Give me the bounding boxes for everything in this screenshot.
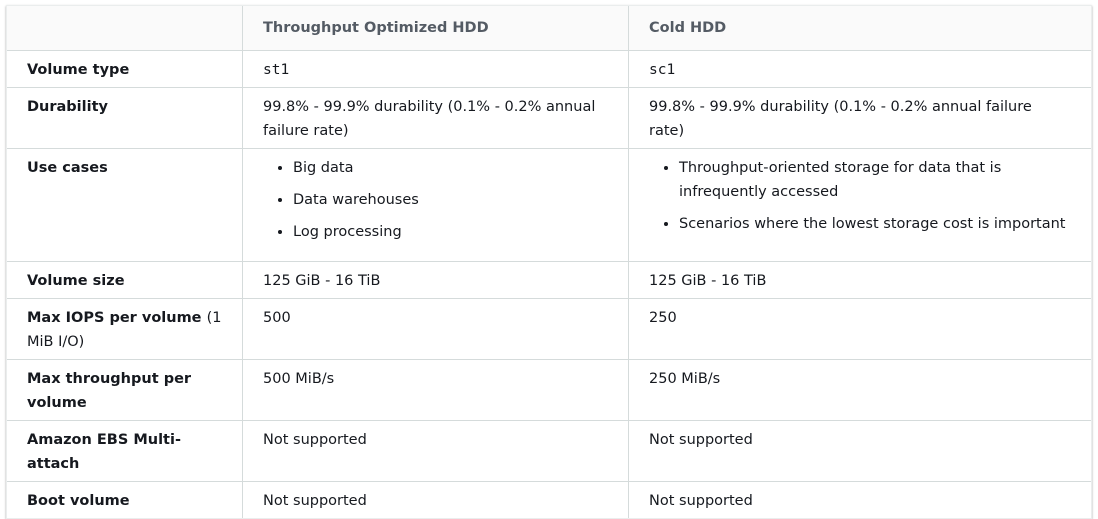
row-label: Max IOPS per volume (1 MiB I/O) (7, 298, 243, 360)
cell: st1 (242, 50, 629, 88)
row-label: Boot volume (7, 481, 243, 518)
list-item: Big data (293, 156, 608, 180)
cell: Not supported (242, 481, 629, 518)
table-container: Throughput Optimized HDD Cold HDD Volume … (6, 5, 1092, 519)
cell: 99.8% - 99.9% durability (0.1% - 0.2% an… (242, 87, 629, 149)
cell: 250 MiB/s (628, 359, 1091, 421)
cell: 125 GiB - 16 TiB (628, 261, 1091, 299)
table-row: Volume size 125 GiB - 16 TiB 125 GiB - 16 … (7, 261, 1091, 299)
row-label: Volume type (7, 50, 243, 88)
label-text: Max IOPS per volume (27, 310, 202, 326)
table-row: Max throughput per volume 500 MiB/s 250 Mi… (7, 359, 1091, 421)
cell: 500 MiB/s (242, 359, 629, 421)
label-text: Durability (27, 99, 108, 115)
cell: 250 (628, 298, 1091, 360)
table-row: Volume type st1 sc1 (7, 50, 1091, 88)
label-text: Volume size (27, 273, 125, 289)
header-row: Throughput Optimized HDD Cold HDD (7, 6, 1091, 51)
cell: 500 (242, 298, 629, 360)
cell: 125 GiB - 16 TiB (242, 261, 629, 299)
row-label: Volume size (7, 261, 243, 299)
cell: Not supported (242, 420, 629, 482)
table-row: Use cases Big data Data warehouses Log proc… (7, 148, 1091, 262)
cell: sc1 (628, 50, 1091, 88)
list-item: Scenarios where the lowest storage cost … (679, 212, 1071, 236)
bullet-list: Throughput-oriented storage for data tha… (649, 156, 1071, 236)
label-text: Boot volume (27, 493, 130, 509)
label-text: Amazon EBS Multi-attach (27, 432, 181, 472)
header-cell: Throughput Optimized HDD (242, 6, 629, 51)
cell: Not supported (628, 420, 1091, 482)
bullet-list: Big data Data warehouses Log processing (263, 156, 608, 244)
table-row: Boot volume Not supported Not supported (7, 481, 1091, 518)
table-row: Durability 99.8% - 99.9% durability (0.1%… (7, 87, 1091, 149)
table-row: Amazon EBS Multi-attach Not supported Not … (7, 420, 1091, 482)
row-label: Use cases (7, 148, 243, 262)
list-item: Log processing (293, 220, 608, 244)
list-item: Throughput-oriented storage for data tha… (679, 156, 1071, 204)
header-cell: Cold HDD (628, 6, 1091, 51)
row-label: Durability (7, 87, 243, 149)
cell: Big data Data warehouses Log processing (242, 148, 629, 262)
label-text: Max throughput per volume (27, 371, 192, 411)
cell: Throughput-oriented storage for data tha… (628, 148, 1091, 262)
cell: 99.8% - 99.9% durability (0.1% - 0.2% an… (628, 87, 1091, 149)
label-note: (1 MiB I/O) (27, 310, 222, 350)
label-text: Use cases (27, 160, 108, 176)
table-row: Max IOPS per volume (1 MiB I/O) 500 250 (7, 298, 1091, 360)
list-item: Data warehouses (293, 188, 608, 212)
cell: Not supported (628, 481, 1091, 518)
row-label: Max throughput per volume (7, 359, 243, 421)
table-body: Volume type st1 sc1 Durability 99.8% - 99.9%… (7, 50, 1091, 518)
page: {"table": { "header": ["Throughput Optim… (0, 0, 1098, 489)
label-text: Volume type (27, 62, 130, 78)
row-label: Amazon EBS Multi-attach (7, 420, 243, 482)
header-cell (7, 6, 243, 51)
comparison-table: Throughput Optimized HDD Cold HDD Volume … (7, 6, 1091, 518)
